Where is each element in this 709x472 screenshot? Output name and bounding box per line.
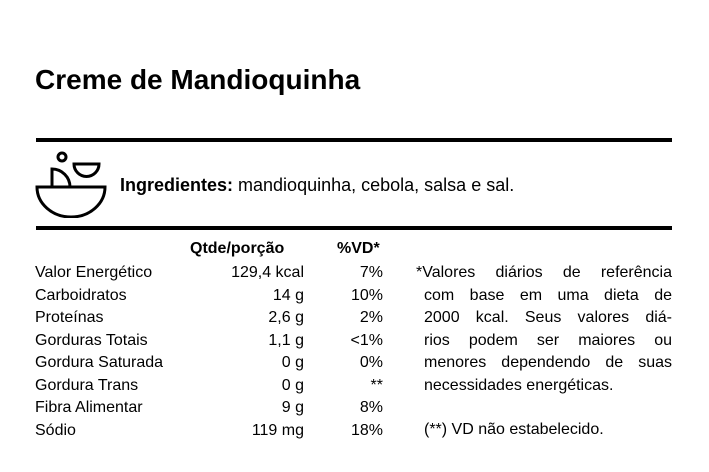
note-line: rios podem ser maiores ou (424, 331, 672, 349)
ingredients-label: Ingredientes: (120, 175, 234, 195)
footnote: (**) VD não estabelecido. (424, 421, 604, 438)
cell-vd: 18% (350, 421, 383, 439)
ingredients-text: mandioquinha, cebola, salsa e sal. (233, 175, 515, 195)
cell-qty: 0 g (281, 354, 304, 371)
cell-name: Fibra Alimentar (35, 399, 143, 416)
note-line: com base em uma dieta de (424, 286, 672, 304)
cell-qty: 119 mg (251, 421, 304, 439)
bowl-icon (35, 150, 107, 223)
cell-name: Proteínas (35, 309, 104, 326)
cell-vd: 2% (359, 309, 383, 326)
header-vd: %VD* (337, 240, 380, 257)
cell-qty: 129,4 kcal (231, 264, 304, 281)
table-row: Carboidratos 14 g 10% (35, 287, 385, 309)
divider (36, 138, 672, 142)
cell-name: Gordura Saturada (35, 354, 164, 371)
table-row: Proteínas 2,6 g 2% (35, 309, 385, 331)
cell-vd: 8% (359, 399, 383, 416)
cell-name: Valor Energético (35, 264, 153, 281)
cell-name: Gorduras Totais (35, 331, 148, 349)
note-line: *Valores diários de referência (416, 264, 672, 281)
cell-vd: 7% (359, 264, 383, 281)
divider (36, 226, 672, 230)
cell-qty: 0 g (281, 376, 304, 394)
cell-vd: 10% (350, 286, 383, 304)
cell-qty: 1,1 g (268, 331, 304, 349)
cell-name: Gordura Trans (35, 376, 139, 394)
table-row: Sódio 119 mg 18% (35, 422, 385, 444)
cell-qty: 14 g (272, 286, 304, 304)
table-row: Gorduras Totais 1,1 g <1% (35, 332, 385, 354)
header-qty: Qtde/porção (190, 240, 285, 257)
page-title: Creme de Mandioquinha (35, 64, 361, 95)
cell-qty: 2,6 g (268, 309, 304, 326)
table-row: Fibra Alimentar 9 g 8% (35, 399, 385, 421)
cell-qty: 9 g (281, 399, 304, 416)
cell-vd: <1% (350, 331, 383, 349)
cell-vd: 0% (359, 354, 383, 371)
table-row: Gordura Saturada 0 g 0% (35, 354, 385, 376)
notes: *Valores diários de referência com base … (416, 264, 672, 444)
ingredients: Ingredientes: mandioquinha, cebola, sals… (120, 175, 514, 196)
note-line: 2000 kcal. Seus valores diá- (424, 309, 672, 326)
table-row: Gordura Trans 0 g ** (35, 377, 385, 399)
cell-name: Carboidratos (35, 286, 127, 304)
cell-vd: ** (370, 376, 383, 394)
note-line: necessidades energéticas. (424, 376, 614, 394)
note-line: menores dependendo de suas (424, 354, 672, 371)
cell-name: Sódio (35, 421, 76, 439)
table-row: Valor Energético 129,4 kcal 7% (35, 264, 385, 286)
